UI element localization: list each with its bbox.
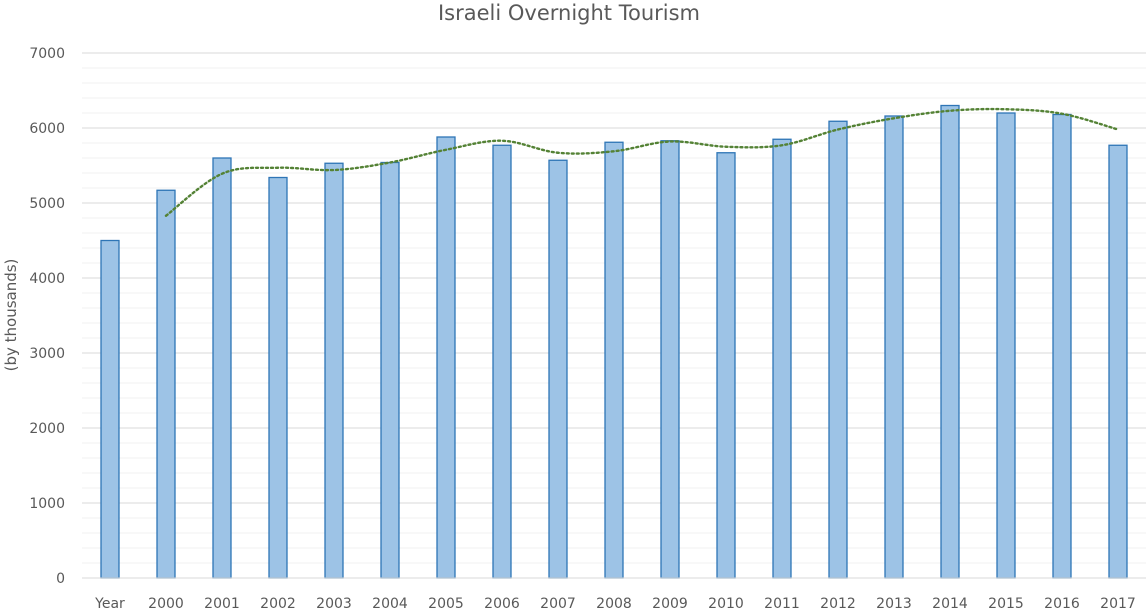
x-tick-label: 2010 bbox=[708, 596, 744, 609]
x-tick-label: 2004 bbox=[372, 596, 408, 609]
bar bbox=[100, 239, 120, 579]
x-tick-label: 2013 bbox=[876, 596, 912, 609]
x-tick-label: Year bbox=[94, 596, 125, 609]
trend-line bbox=[164, 107, 1120, 217]
bar bbox=[828, 120, 848, 579]
x-tick-label: 2001 bbox=[204, 596, 240, 609]
x-tick-label: 2014 bbox=[932, 596, 968, 609]
bar bbox=[660, 140, 680, 579]
bar bbox=[1052, 113, 1072, 579]
x-tick-label: 2008 bbox=[596, 596, 632, 609]
bar bbox=[492, 144, 512, 579]
x-tick-label: 2007 bbox=[540, 596, 576, 609]
y-tick-label: 0 bbox=[56, 571, 65, 587]
chart-title: Israeli Overnight Tourism bbox=[438, 1, 700, 25]
x-tick-label: 2002 bbox=[260, 596, 296, 609]
y-axis-label: (by thousands) bbox=[2, 259, 20, 372]
x-tick-label: 2012 bbox=[820, 596, 856, 609]
bar bbox=[604, 141, 624, 579]
y-tick-label: 3000 bbox=[29, 346, 65, 362]
bar-series bbox=[100, 104, 1128, 579]
x-tick-label: 2003 bbox=[316, 596, 352, 609]
x-tick-label: 2011 bbox=[764, 596, 800, 609]
y-tick-label: 6000 bbox=[29, 121, 65, 137]
x-tick-label: 2016 bbox=[1044, 596, 1080, 609]
bar bbox=[884, 115, 904, 579]
bar bbox=[716, 152, 736, 579]
y-axis-ticks: 0 1000 2000 3000 4000 5000 6000 7000 bbox=[29, 46, 65, 587]
x-tick-label: 2017 bbox=[1100, 596, 1136, 609]
x-tick-label: 2005 bbox=[428, 596, 464, 609]
bar bbox=[212, 157, 232, 579]
y-tick-label: 2000 bbox=[29, 421, 65, 437]
bar bbox=[1108, 144, 1128, 579]
bar bbox=[996, 112, 1016, 579]
bar bbox=[156, 189, 176, 579]
bar bbox=[436, 136, 456, 579]
y-tick-label: 7000 bbox=[29, 46, 65, 62]
y-tick-label: 5000 bbox=[29, 196, 65, 212]
bar bbox=[380, 161, 400, 579]
bar bbox=[772, 138, 792, 579]
x-tick-label: 2000 bbox=[148, 596, 184, 609]
x-axis-ticks: Year 2000 2001 2002 2003 2004 2005 2006 2007 2008… bbox=[94, 596, 1136, 609]
bar bbox=[940, 104, 960, 579]
bar bbox=[548, 159, 568, 579]
x-tick-label: 2006 bbox=[484, 596, 520, 609]
bar bbox=[268, 176, 288, 579]
y-tick-label: 1000 bbox=[29, 496, 65, 512]
x-tick-label: 2015 bbox=[988, 596, 1024, 609]
y-tick-label: 4000 bbox=[29, 271, 65, 287]
x-tick-label: 2009 bbox=[652, 596, 688, 609]
bar bbox=[324, 162, 344, 579]
